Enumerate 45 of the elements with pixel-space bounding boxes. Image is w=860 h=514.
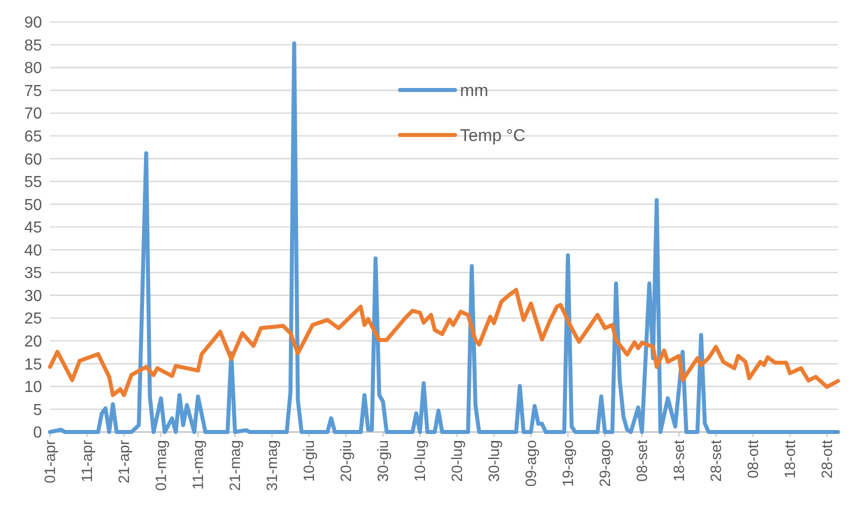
x-tick-label: 10-lug <box>412 440 429 482</box>
x-tick-label: 21-mag <box>226 440 244 491</box>
y-tick-label: 70 <box>24 106 42 123</box>
line-series <box>48 41 840 434</box>
legend-label: Temp °C <box>460 126 526 145</box>
x-tick-label: 20-lug <box>448 440 466 482</box>
y-tick-label: 25 <box>24 310 42 328</box>
y-tick-label: 10 <box>24 379 42 396</box>
x-tick-label: 08-set <box>634 439 651 482</box>
y-tick-label: 90 <box>24 14 42 32</box>
line-series <box>48 288 840 398</box>
x-tick-label: 19-ago <box>560 440 577 487</box>
y-tick-label: 80 <box>24 60 42 78</box>
x-tick-label: 01-mag <box>152 440 170 491</box>
x-tick-label: 28-set <box>708 439 725 482</box>
x-tick-label: 20-giu <box>338 440 355 482</box>
x-tick-label: 28-ott <box>818 439 836 478</box>
x-tick-label: 10-giu <box>300 440 318 482</box>
x-tick-label: 11-mag <box>190 440 207 490</box>
y-tick-label: 35 <box>24 265 42 282</box>
y-tick-label: 15 <box>24 356 42 374</box>
y-tick-label: 85 <box>24 37 42 54</box>
x-tick-label: 31-mag <box>264 440 281 491</box>
y-tick-label: 55 <box>24 174 42 192</box>
x-tick-label: 18-ott <box>782 439 799 478</box>
x-tick-label: 09-ago <box>522 440 540 487</box>
x-tick-label: 11-apr <box>78 440 96 482</box>
x-tick-label: 29-ago <box>596 440 614 487</box>
y-tick-label: 75 <box>24 82 42 100</box>
x-tick-label: 01-apr <box>42 440 59 484</box>
y-tick-label: 40 <box>24 242 42 260</box>
y-tick-label: 45 <box>24 220 42 237</box>
legend-label: mm <box>460 80 488 100</box>
x-tick-label: 08-ott <box>744 439 762 478</box>
x-tick-label: 30-giu <box>374 440 392 482</box>
x-tick-label: 30-lug <box>486 440 503 482</box>
y-tick-label: 30 <box>24 288 42 305</box>
y-tick-label: 50 <box>24 196 42 214</box>
y-tick-label: 20 <box>24 333 42 350</box>
y-tick-label: 0 <box>33 424 42 442</box>
x-tick-label: 18-set <box>670 439 688 482</box>
y-tick-label: 60 <box>24 151 42 168</box>
y-tick-label: 65 <box>24 128 42 146</box>
x-tick-label: 21-apr <box>116 440 133 484</box>
y-tick-label: 5 <box>33 402 42 419</box>
